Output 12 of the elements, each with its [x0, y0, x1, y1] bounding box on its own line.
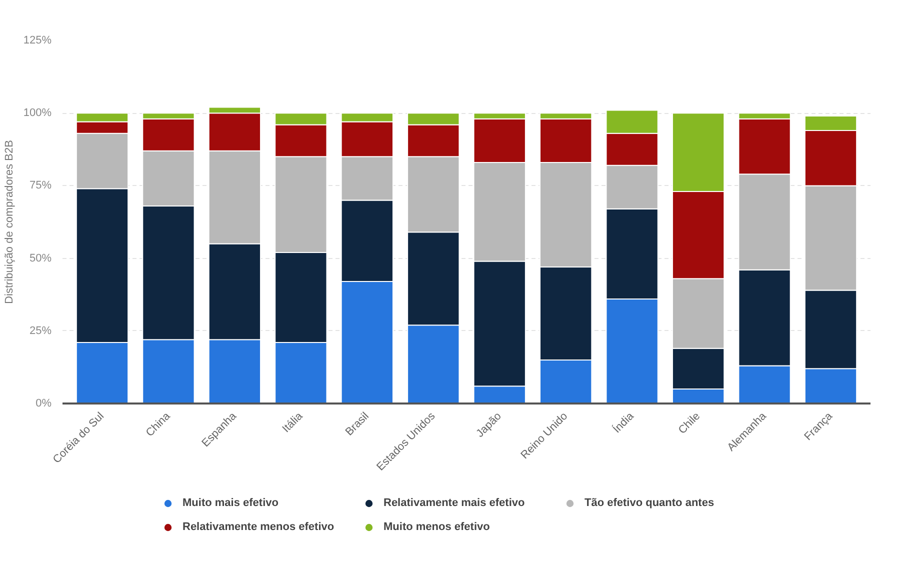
legend-label: Muito mais efetivo [182, 497, 280, 509]
legend-label: Relativamente mais efetivo [384, 497, 526, 509]
legend-label: Muito menos efetivo [384, 521, 491, 533]
y-tick-label: 75% [29, 180, 52, 192]
y-tick-label: 100% [23, 107, 52, 120]
legend-label: Relativamente menos efetivo [182, 521, 336, 533]
legend-label: Tão efetivo quanto antes [584, 497, 716, 509]
y-tick-label: 125% [23, 34, 52, 46]
y-tick-label: 50% [29, 252, 52, 264]
y-tick-label: 25% [29, 324, 52, 337]
y-tick-label: 0% [36, 398, 52, 410]
y-axis-title: Distribuição de compradores B2B [3, 140, 16, 304]
